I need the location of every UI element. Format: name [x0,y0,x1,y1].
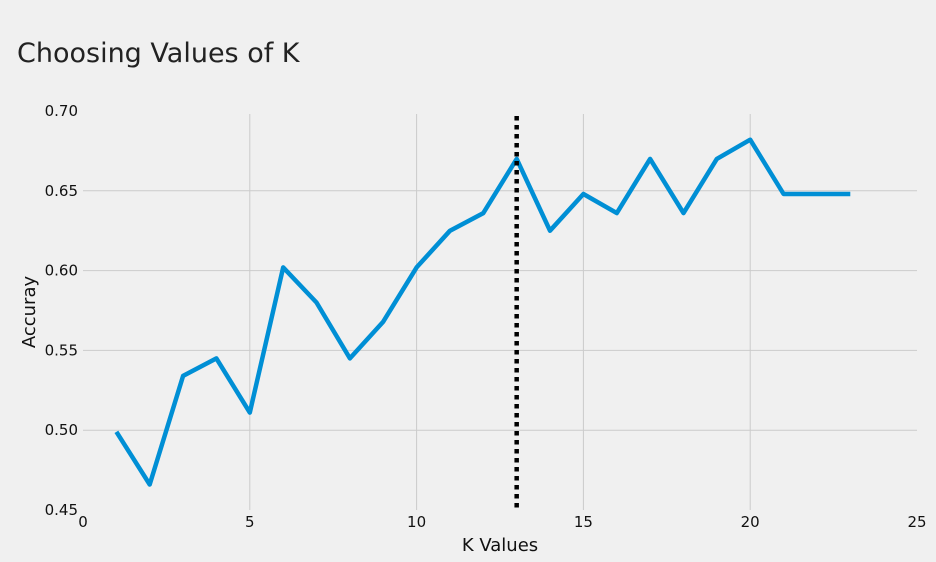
x-tick-label: 15 [574,513,593,531]
x-tick-label: 0 [78,513,88,531]
chart-title: Choosing Values of K [17,38,301,69]
tick-labels: 0 5 10 15 20 25 0.45 0.50 0.55 0.60 0.65 0.70 [45,102,927,531]
x-tick-label: 5 [245,513,255,531]
x-tick-label: 20 [741,513,760,531]
y-tick-label: 0.65 [45,182,78,200]
y-tick-label: 0.45 [45,501,78,519]
y-axis-label: Accuray [19,276,40,349]
x-axis-label: K Values [462,535,538,556]
y-tick-label: 0.50 [45,421,78,439]
grid [83,114,917,510]
series-layer [114,137,851,487]
y-tick-label: 0.55 [45,341,78,359]
y-tick-label: 0.60 [45,262,78,280]
accuracy-line [114,137,851,487]
x-tick-label: 25 [907,513,926,531]
y-tick-label: 0.70 [45,102,78,120]
x-tick-label: 10 [407,513,426,531]
